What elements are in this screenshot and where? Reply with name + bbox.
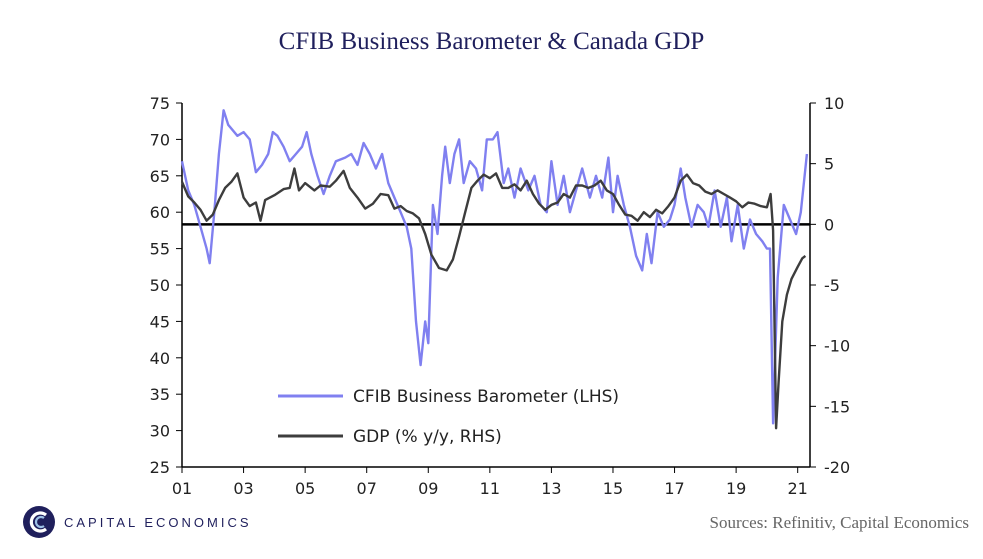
x-tick-label: 17 <box>664 479 684 498</box>
y-left-tick-label: 40 <box>150 349 170 368</box>
y-left-tick-label: 25 <box>150 458 170 477</box>
y-left-tick-label: 75 <box>150 94 170 113</box>
x-tick-label: 21 <box>788 479 808 498</box>
x-tick-label: 15 <box>603 479 623 498</box>
chart-title: CFIB Business Barometer & Canada GDP <box>278 28 705 55</box>
y-right-tick-label: -20 <box>824 458 850 477</box>
y-left-tick-label: 35 <box>150 385 170 404</box>
y-left-tick-label: 55 <box>150 240 170 259</box>
barometer-series-line <box>180 109 809 425</box>
y-right-tick-label: 5 <box>824 155 834 174</box>
x-tick-label: 05 <box>295 479 315 498</box>
x-tick-label: 07 <box>357 479 377 498</box>
y-left-tick-label: 45 <box>150 312 170 331</box>
y-left-tick-label: 60 <box>150 203 170 222</box>
x-tick-label: 01 <box>172 479 192 498</box>
y-right-tick-label: 10 <box>824 94 844 113</box>
legend-label-gdp: GDP (% y/y, RHS) <box>353 427 502 447</box>
gdp-series-line <box>180 167 807 430</box>
x-tick-label: 13 <box>541 479 561 498</box>
x-tick-label: 19 <box>726 479 746 498</box>
y-right-tick-label: -5 <box>824 276 840 295</box>
y-left-tick-label: 30 <box>150 422 170 441</box>
y-left-tick-label: 70 <box>150 130 170 149</box>
y-right-tick-label: -10 <box>824 337 850 356</box>
y-left-tick-label: 50 <box>150 276 170 295</box>
capital-economics-logo-icon <box>23 506 55 538</box>
y-left-tick-label: 65 <box>150 167 170 186</box>
x-tick-label: 09 <box>418 479 438 498</box>
legend-label-barometer: CFIB Business Barometer (LHS) <box>353 387 619 407</box>
x-tick-label: 11 <box>480 479 500 498</box>
brand: CAPITAL ECONOMICS <box>22 505 252 539</box>
y-right-tick-label: -15 <box>824 397 850 416</box>
source-note: Sources: Refinitiv, Capital Economics <box>709 513 969 532</box>
x-tick-label: 03 <box>233 479 253 498</box>
y-right-tick-label: 0 <box>824 215 834 234</box>
brand-name: CAPITAL ECONOMICS <box>64 514 252 530</box>
